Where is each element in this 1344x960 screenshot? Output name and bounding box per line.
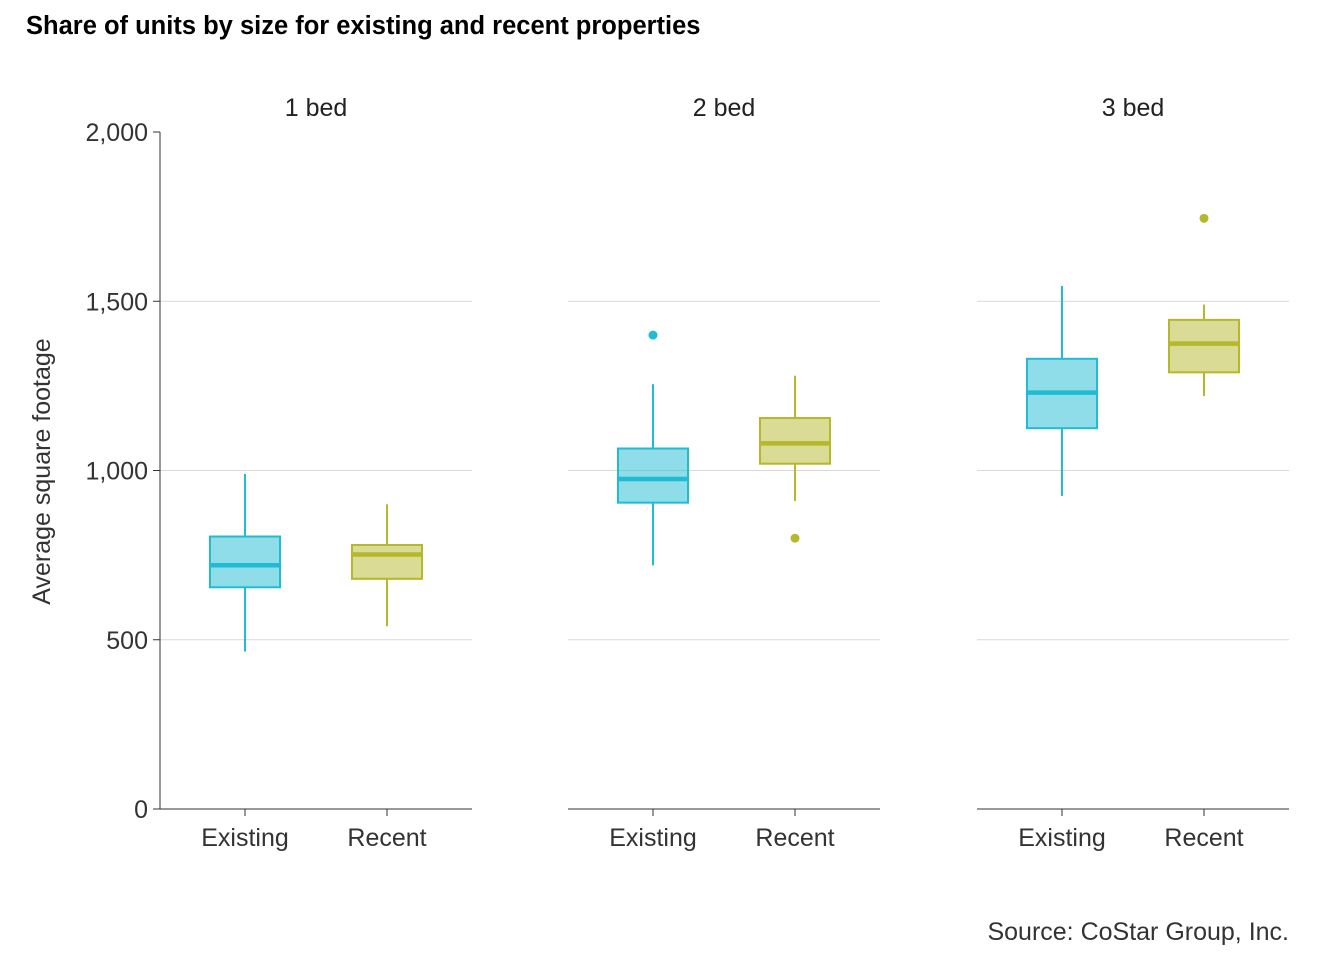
box-recent [1168,318,1240,374]
x-tick-label: Existing [609,824,697,852]
y-tick-label: 0 [134,796,148,824]
y-tick-label: 1,500 [85,288,148,316]
chart-title: Share of units by size for existing and … [26,12,701,40]
panel-label: 3 bed [1102,94,1165,122]
panel-label: 2 bed [693,94,756,122]
panel-label: 1 bed [285,94,348,122]
box-existing [617,447,689,504]
box-recent [759,417,831,465]
box-existing [209,535,281,589]
y-axis-title: Average square footage [28,338,56,604]
x-tick-label: Recent [755,824,834,852]
y-tick-label: 500 [106,627,148,655]
box-recent [351,543,423,580]
panel-1: 0 500 1,000 1,500 2,000 1 bed Existing Recent [85,94,472,852]
y-tick-label: 2,000 [85,119,148,147]
outlier-point [790,533,800,543]
outlier-point [648,330,658,340]
x-tick-label: Existing [1018,824,1106,852]
y-tick-label: 1,000 [85,458,148,486]
outlier-point [1199,213,1209,223]
panel-2: 2 bed Existing Recent [568,94,880,852]
panel-3: 3 bed Existing Recent [977,94,1289,852]
source-note: Source: CoStar Group, Inc. [987,918,1289,946]
x-tick-label: Existing [201,824,289,852]
x-tick-label: Recent [1164,824,1243,852]
x-tick-label: Recent [347,824,426,852]
